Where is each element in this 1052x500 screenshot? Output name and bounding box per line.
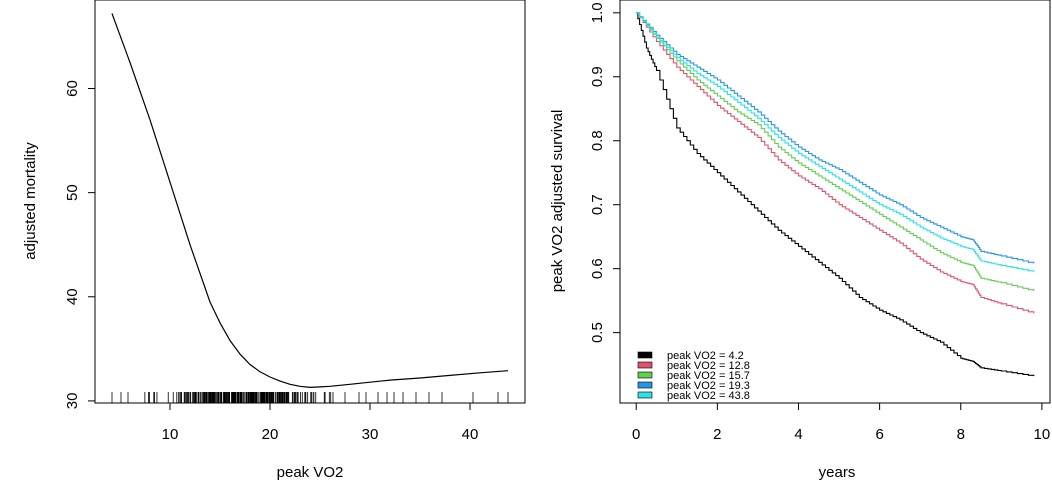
survival-x-tick-label: 8 <box>957 426 965 443</box>
survival-panel: 0 2 4 6 8 10 0.5 0.6 0.7 0.8 0.9 1.0 peak VO2 = 4.… <box>549 0 1051 481</box>
survival-x-tick-label: 2 <box>713 426 721 443</box>
mortality-y-axis-label: adjusted mortality <box>22 142 39 260</box>
survival-x-ticks: 0 2 4 6 8 10 <box>632 403 1050 443</box>
survival-plot-frame <box>619 0 1051 404</box>
mortality-y-tick-label: 30 <box>64 393 81 410</box>
legend-label: peak VO2 = 12.8 <box>667 360 750 372</box>
survival-y-tick-label: 0.6 <box>589 258 606 279</box>
legend-swatch <box>637 371 653 379</box>
survival-x-axis-label: years <box>819 464 856 481</box>
survival-x-tick-label: 6 <box>875 426 883 443</box>
mortality-plot-frame <box>94 0 526 404</box>
survival-x-tick-label: 0 <box>632 426 640 443</box>
survival-curve-2 <box>636 12 1035 292</box>
mortality-y-ticks: 30 40 50 60 <box>64 80 95 409</box>
mortality-curve <box>111 13 509 389</box>
survival-y-tick-label: 0.5 <box>589 322 606 343</box>
mortality-y-tick-label: 60 <box>64 80 81 97</box>
survival-curve-1 <box>636 12 1035 314</box>
legend-label: peak VO2 = 4.2 <box>667 350 744 362</box>
legend-label: peak VO2 = 15.7 <box>667 370 750 382</box>
legend-swatch <box>637 351 653 359</box>
mortality-x-axis-label: peak VO2 <box>277 464 344 481</box>
survival-x-tick-label: 10 <box>1034 426 1051 443</box>
legend-swatch <box>637 381 653 389</box>
mortality-rug <box>111 392 509 403</box>
survival-curve-0 <box>636 12 1035 377</box>
legend-label: peak VO2 = 19.3 <box>667 380 750 392</box>
mortality-panel: 10 20 30 40 30 40 50 60 peak VO2 adjusted mort… <box>22 0 526 481</box>
survival-x-tick-label: 4 <box>794 426 802 443</box>
mortality-x-tick-label: 40 <box>462 426 479 443</box>
survival-y-ticks: 0.5 0.6 0.7 0.8 0.9 1.0 <box>589 2 620 343</box>
survival-y-tick-label: 0.8 <box>589 130 606 151</box>
legend-swatch <box>637 391 653 399</box>
mortality-y-tick-label: 50 <box>64 184 81 201</box>
survival-y-tick-label: 1.0 <box>589 2 606 23</box>
mortality-x-ticks: 10 20 30 40 <box>162 403 479 443</box>
legend-label: peak VO2 = 43.8 <box>667 390 750 402</box>
survival-y-axis-label: peak VO2 adjusted survival <box>549 110 566 293</box>
survival-y-tick-label: 0.9 <box>589 66 606 87</box>
mortality-x-tick-label: 10 <box>162 426 179 443</box>
mortality-y-tick-label: 40 <box>64 288 81 305</box>
survival-curve-3 <box>636 12 1035 264</box>
survival-curves <box>636 12 1035 377</box>
survival-curve-4 <box>636 12 1035 272</box>
mortality-x-tick-label: 30 <box>362 426 379 443</box>
survival-y-tick-label: 0.7 <box>589 194 606 215</box>
legend-swatch <box>637 361 653 369</box>
mortality-x-tick-label: 20 <box>262 426 279 443</box>
